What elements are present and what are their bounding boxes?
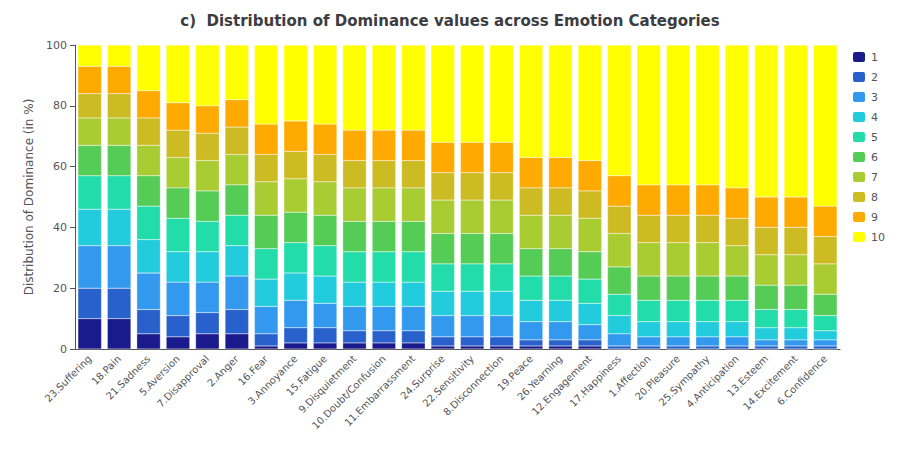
svg-text:25.Sympathy: 25.Sympathy (657, 353, 712, 408)
svg-text:8.Disconnection: 8.Disconnection (441, 353, 506, 418)
svg-text:1.Affection: 1.Affection (606, 353, 653, 400)
svg-text:2: 2 (871, 71, 878, 84)
svg-text:0: 0 (60, 343, 67, 356)
svg-text:1: 1 (871, 51, 878, 64)
svg-text:9: 9 (871, 211, 878, 224)
svg-text:26.Yearning: 26.Yearning (515, 353, 565, 403)
svg-text:18.Pain: 18.Pain (89, 353, 123, 387)
svg-text:19.Peace: 19.Peace (495, 353, 535, 393)
svg-text:7: 7 (871, 171, 878, 184)
svg-text:8: 8 (871, 191, 878, 204)
svg-text:22.Sensitivity: 22.Sensitivity (420, 353, 476, 409)
svg-text:20: 20 (53, 282, 67, 295)
svg-text:13.Esteem: 13.Esteem (724, 353, 771, 399)
svg-text:Distribution of Dominance (in: Distribution of Dominance (in %) (22, 99, 36, 296)
svg-text:4.Anticipation: 4.Anticipation (684, 353, 741, 410)
svg-text:80: 80 (53, 99, 67, 112)
svg-text:9.Disquietment: 9.Disquietment (296, 353, 359, 416)
svg-text:3: 3 (871, 91, 878, 104)
svg-text:5.Aversion: 5.Aversion (137, 353, 182, 398)
svg-text:60: 60 (53, 160, 67, 173)
svg-text:6: 6 (871, 151, 878, 164)
svg-text:7.Disapproval: 7.Disapproval (155, 353, 211, 409)
svg-text:40: 40 (53, 221, 67, 234)
svg-text:16.Fear: 16.Fear (235, 353, 271, 388)
svg-text:100: 100 (46, 39, 67, 52)
svg-text:2.Anger: 2.Anger (205, 352, 241, 388)
svg-text:10.Doubt/Confusion: 10.Doubt/Confusion (309, 353, 388, 432)
svg-text:15.Fatigue: 15.Fatigue (284, 353, 329, 398)
svg-text:17.Happiness: 17.Happiness (567, 353, 623, 409)
svg-text:11.Embarrassment: 11.Embarrassment (342, 353, 418, 429)
svg-text:12.Engagement: 12.Engagement (529, 353, 594, 418)
svg-text:14.Excitement: 14.Excitement (740, 353, 800, 413)
svg-text:4: 4 (871, 111, 878, 124)
svg-text:20.Pleasure: 20.Pleasure (632, 353, 683, 403)
svg-text:10: 10 (871, 231, 885, 244)
svg-text:24.Surprise: 24.Surprise (398, 353, 447, 402)
svg-text:c) Distribution of Dominance: c) Distribution of Dominance values acro… (180, 12, 719, 30)
svg-text:3.Annoyance: 3.Annoyance (246, 353, 300, 407)
svg-text:6.Confidence: 6.Confidence (775, 353, 829, 407)
svg-text:21.Sadness: 21.Sadness (104, 353, 153, 402)
svg-text:23.Suffering: 23.Suffering (43, 353, 94, 404)
svg-text:5: 5 (871, 131, 878, 144)
